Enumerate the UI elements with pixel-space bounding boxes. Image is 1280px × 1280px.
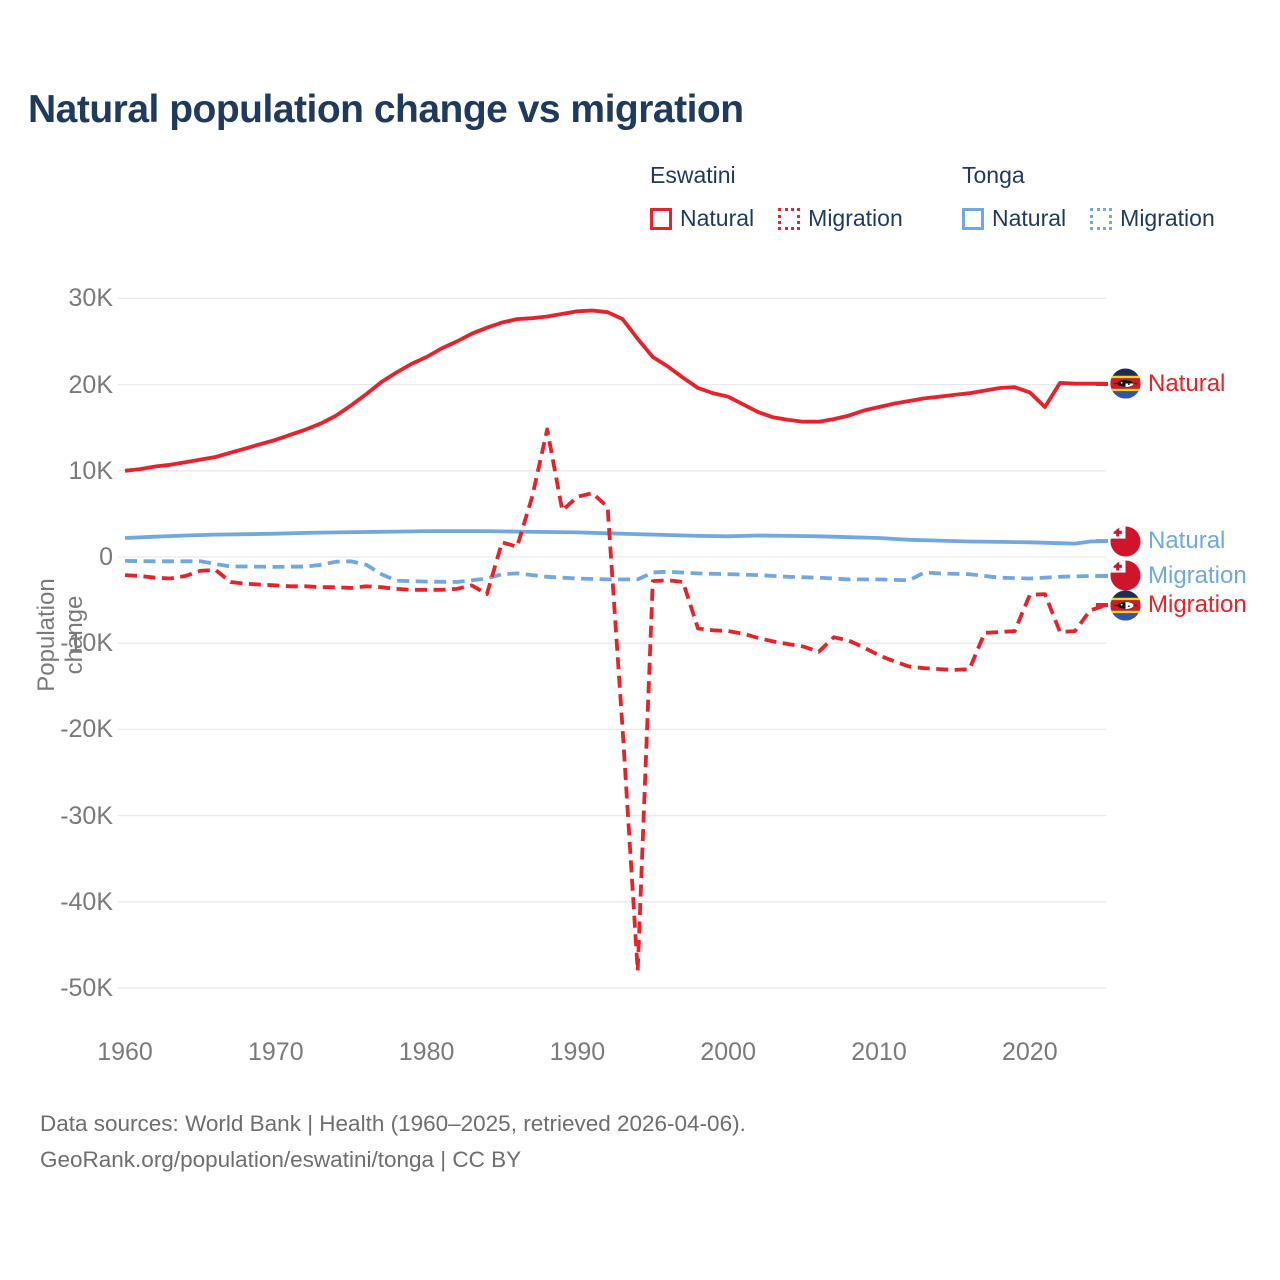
- line-swatch-solid-blue-icon: [962, 207, 984, 230]
- x-tick-label: 1990: [549, 1038, 606, 1066]
- footer-data-sources: Data sources: World Bank | Health (1960–…: [40, 1111, 746, 1136]
- series-line-eswatini-natural: [124, 308, 1106, 473]
- eswatini-flag-icon: [1110, 590, 1141, 621]
- y-tick-label: -20K: [60, 715, 113, 744]
- x-tick-label: 2000: [700, 1038, 756, 1066]
- x-tick-label: 1960: [97, 1038, 153, 1066]
- eswatini-flag-icon: [1110, 368, 1141, 399]
- line-end-label: Natural: [1148, 369, 1226, 397]
- legend-item-label: Natural: [992, 205, 1067, 231]
- series-line-tonga-migration: [124, 559, 1106, 584]
- line-end-stub: [1096, 573, 1108, 578]
- series-line-tonga-natural: [124, 529, 1106, 546]
- legend-item-label: Migration: [808, 205, 903, 231]
- annotation-eswatini-migration: Migration: [1096, 589, 1247, 621]
- legend-group-title-eswatini: Eswatini: [650, 162, 736, 188]
- line-end-stub: [1096, 539, 1108, 544]
- line-end-label: Natural: [1148, 527, 1226, 555]
- legend-item-label: Migration: [1120, 205, 1215, 231]
- annotation-tonga-migration: Migration: [1096, 560, 1247, 592]
- annotation-tonga-natural: Natural: [1096, 525, 1225, 557]
- footer: Data sources: World Bank | Health (1960–…: [40, 1106, 746, 1178]
- y-tick-label: -10K: [60, 629, 113, 658]
- y-tick-label: 30K: [68, 284, 113, 313]
- legend-item-eswatini-natural[interactable]: Natural: [650, 205, 754, 232]
- y-tick-label: -30K: [60, 801, 113, 830]
- legend-item-tonga-natural[interactable]: Natural: [962, 205, 1066, 232]
- line-swatch-solid-red-icon: [650, 207, 672, 230]
- line-end-stub: [1096, 381, 1108, 386]
- line-end-label: Migration: [1148, 561, 1247, 589]
- legend-item-label: Natural: [680, 205, 755, 231]
- line-end-stub: [1096, 603, 1108, 608]
- y-tick-label: 10K: [68, 456, 113, 485]
- y-tick-label: -40K: [60, 887, 113, 916]
- legend-group-eswatini: Eswatini Natural Migration: [650, 162, 927, 232]
- x-tick-label: 1970: [247, 1038, 304, 1066]
- tonga-flag-icon: [1110, 526, 1141, 557]
- x-tick-label: 1980: [398, 1038, 455, 1066]
- tonga-flag-icon: [1110, 560, 1141, 591]
- annotation-eswatini-natural: Natural: [1096, 368, 1225, 400]
- line-swatch-dotted-red-icon: [778, 207, 801, 230]
- legend-group-title-tonga: Tonga: [962, 162, 1025, 188]
- x-tick-label: 2010: [851, 1038, 907, 1066]
- line-end-label: Migration: [1148, 591, 1247, 619]
- legend-group-tonga: Tonga Natural Migration: [962, 162, 1239, 232]
- y-tick-label: -50K: [60, 974, 113, 1002]
- line-swatch-dotted-blue-icon: [1090, 207, 1113, 230]
- y-tick-label: 0: [99, 543, 113, 571]
- legend-item-tonga-migration[interactable]: Migration: [1090, 205, 1215, 232]
- footer-attribution-link: GeoRank.org/population/eswatini/tonga | …: [40, 1147, 522, 1172]
- y-tick-label: 20K: [68, 370, 113, 399]
- legend-item-eswatini-migration[interactable]: Migration: [778, 205, 903, 232]
- page-title: Natural population change vs migration: [28, 88, 744, 131]
- series-line-eswatini-migration: [124, 427, 1106, 973]
- x-tick-label: 2020: [1001, 1038, 1058, 1066]
